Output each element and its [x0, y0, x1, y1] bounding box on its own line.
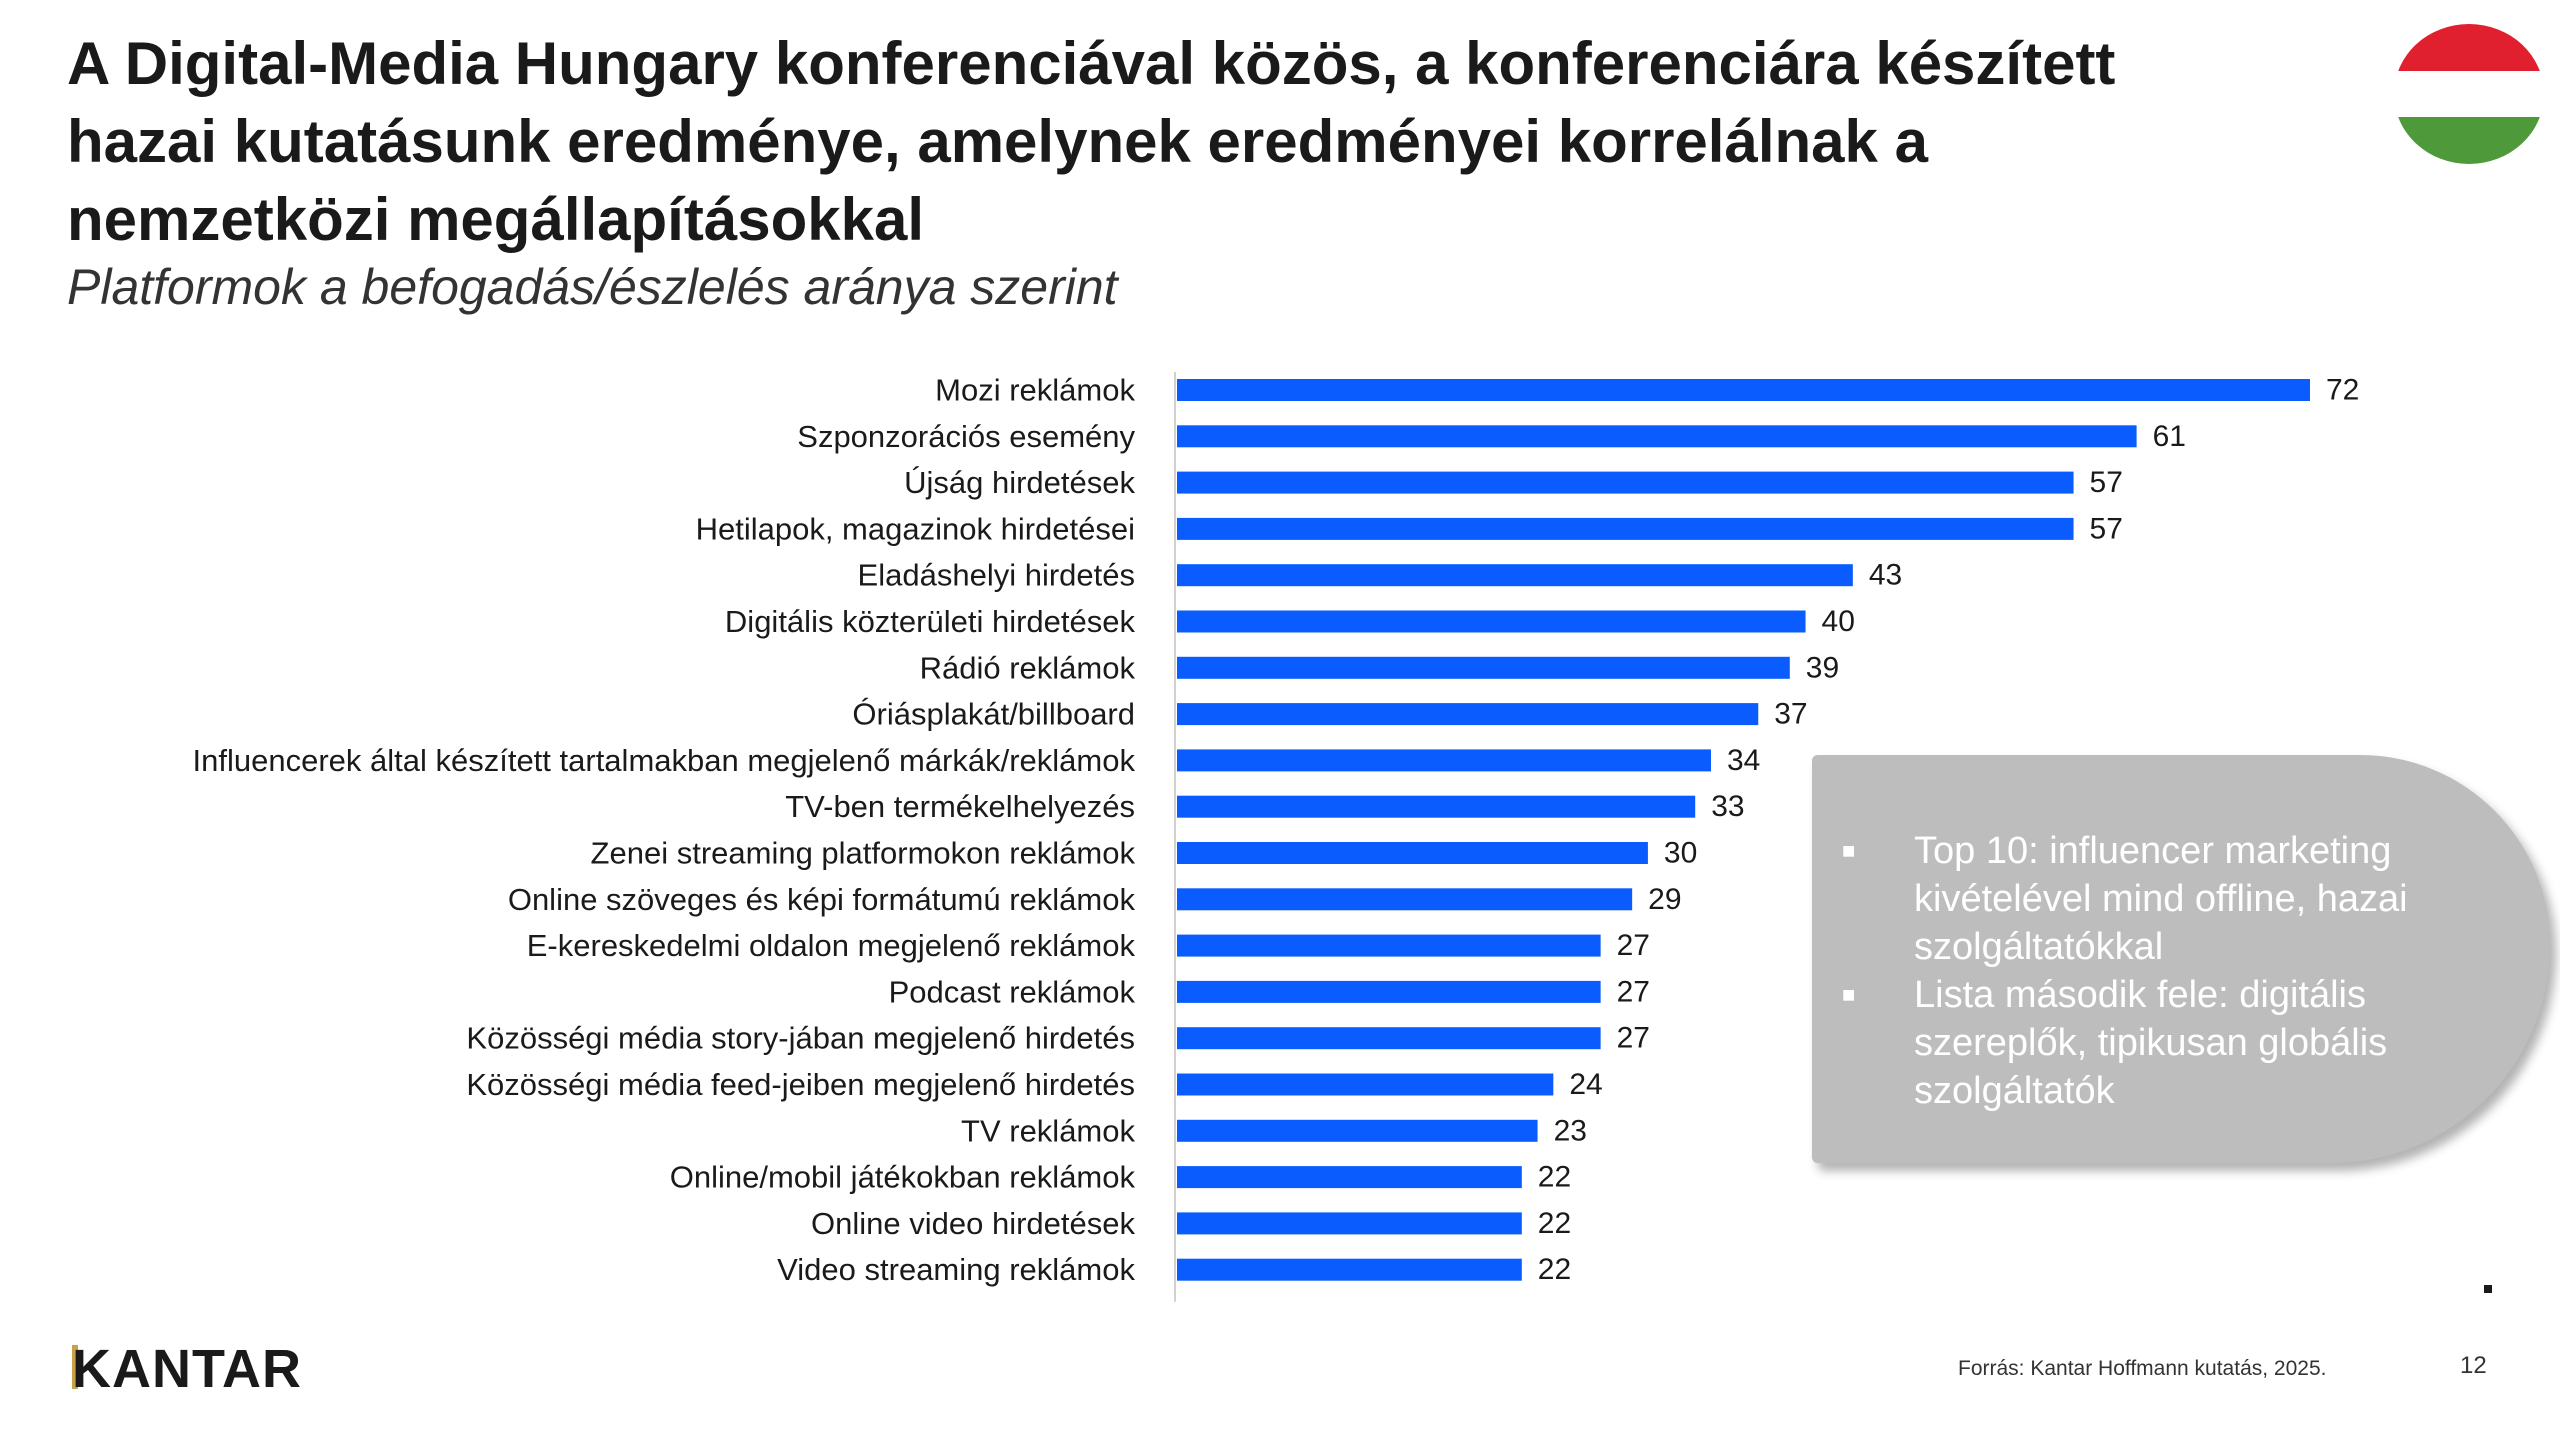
title-line: hazai kutatásunk eredménye, amelynek ere… [67, 108, 1928, 175]
callout-text: Top 10: influencer marketing kivételével… [1914, 830, 2408, 968]
data-label: 61 [2153, 420, 2186, 453]
data-label: 22 [1538, 1161, 1571, 1194]
data-label: 24 [1569, 1068, 1602, 1101]
bullet-icon: ■ [1842, 982, 1856, 1007]
callout-text: Lista második fele: digitális szereplők,… [1914, 974, 2388, 1112]
data-label: 57 [2090, 466, 2123, 499]
category-label: Online szöveges és képi formátumú reklám… [508, 882, 1136, 917]
category-label: E-kereskedelmi oldalon megjelenő reklámo… [527, 928, 1136, 963]
bar [1177, 425, 2137, 448]
data-label: 27 [1617, 929, 1650, 962]
category-label: TV-ben termékelhelyezés [785, 789, 1135, 824]
category-label: Podcast reklámok [889, 974, 1136, 1009]
bullet-icon: ■ [1842, 838, 1856, 863]
bar [1177, 564, 1853, 587]
source-note: Forrás: Kantar Hoffmann kutatás, 2025. [1958, 1357, 2327, 1380]
category-label: Közösségi média feed-jeiben megjelenő hi… [466, 1067, 1135, 1102]
data-label: 22 [1538, 1253, 1571, 1286]
slide-title: A Digital-Media Hungary konferenciával k… [67, 25, 2327, 259]
bar [1177, 656, 1790, 679]
bar [1177, 934, 1601, 957]
flag-stripe-green [2394, 117, 2544, 164]
category-label: Online video hirdetések [811, 1206, 1135, 1241]
bar [1177, 1212, 1522, 1235]
category-label: Szponzorációs esemény [797, 419, 1135, 454]
category-label: Eladáshelyi hirdetés [858, 558, 1135, 593]
bar [1177, 1166, 1522, 1189]
category-label: Online/mobil játékokban reklámok [670, 1160, 1136, 1195]
bar [1177, 1119, 1538, 1142]
data-label: 72 [2326, 374, 2359, 407]
callout-box: ■ Top 10: influencer marketing kivételéve… [1812, 755, 2550, 1163]
title-line: A Digital-Media Hungary konferenciával k… [67, 30, 2116, 97]
data-label: 23 [1554, 1114, 1587, 1147]
category-label: Rádió reklámok [920, 650, 1136, 685]
hungary-flag-icon [2394, 24, 2544, 164]
category-label: Közösségi média story-jában megjelenő hi… [466, 1021, 1135, 1056]
data-label: 30 [1664, 837, 1697, 870]
bar [1177, 703, 1759, 726]
title-line: nemzetközi megállapításokkal [67, 186, 924, 253]
slide-subtitle: Platformok a befogadás/észlelés aránya s… [67, 259, 1118, 315]
bar [1177, 517, 2074, 540]
flag-stripe-red [2394, 24, 2544, 71]
data-label: 34 [1727, 744, 1760, 777]
bar [1177, 610, 1806, 633]
data-label: 22 [1538, 1207, 1571, 1240]
category-label: Influencerek által készített tartalmakba… [193, 743, 1136, 778]
bar [1177, 980, 1601, 1003]
callout-bullet: ■ Lista második fele: digitális szereplők… [1842, 971, 2462, 1115]
decorative-dot [2484, 1285, 2492, 1293]
data-label: 39 [1806, 651, 1839, 684]
data-label: 57 [2090, 512, 2123, 545]
category-label: Video streaming reklámok [777, 1252, 1135, 1287]
data-label: 33 [1711, 790, 1744, 823]
callout-bullet: ■ Top 10: influencer marketing kivételéve… [1842, 827, 2462, 971]
callout-list: ■ Top 10: influencer marketing kivételéve… [1842, 827, 2462, 1115]
category-label: Mozi reklámok [935, 373, 1135, 408]
data-label: 27 [1617, 975, 1650, 1008]
data-label: 27 [1617, 1022, 1650, 1055]
data-label: 40 [1822, 605, 1855, 638]
bar [1177, 842, 1648, 864]
data-label: 37 [1774, 698, 1807, 731]
kantar-logo: KANTAR [72, 1339, 302, 1399]
logo-accent [72, 1345, 78, 1389]
category-label: Újság hirdetések [904, 465, 1135, 500]
bar [1177, 1073, 1554, 1096]
bar [1177, 471, 2074, 494]
page-number: 12 [2460, 1352, 2487, 1379]
bar [1177, 795, 1696, 818]
data-label: 43 [1869, 559, 1902, 592]
data-label: 29 [1648, 883, 1681, 916]
bar [1177, 1027, 1601, 1050]
category-label: Zenei streaming platformokon reklámok [591, 836, 1136, 871]
bar [1177, 1258, 1522, 1281]
bar [1177, 379, 2310, 401]
category-label: Hetilapok, magazinok hirdetései [696, 511, 1135, 546]
flag-stripe-white [2394, 70, 2544, 118]
category-label: TV reklámok [961, 1113, 1135, 1148]
bar-chart: Mozi reklámok 72 Szponzorációs esemény 61 Új… [193, 372, 2359, 1302]
bar [1177, 749, 1711, 772]
category-label: Óriásplakát/billboard [852, 697, 1135, 732]
bar [1177, 888, 1633, 911]
category-label: Digitális közterületi hirdetések [725, 604, 1136, 639]
